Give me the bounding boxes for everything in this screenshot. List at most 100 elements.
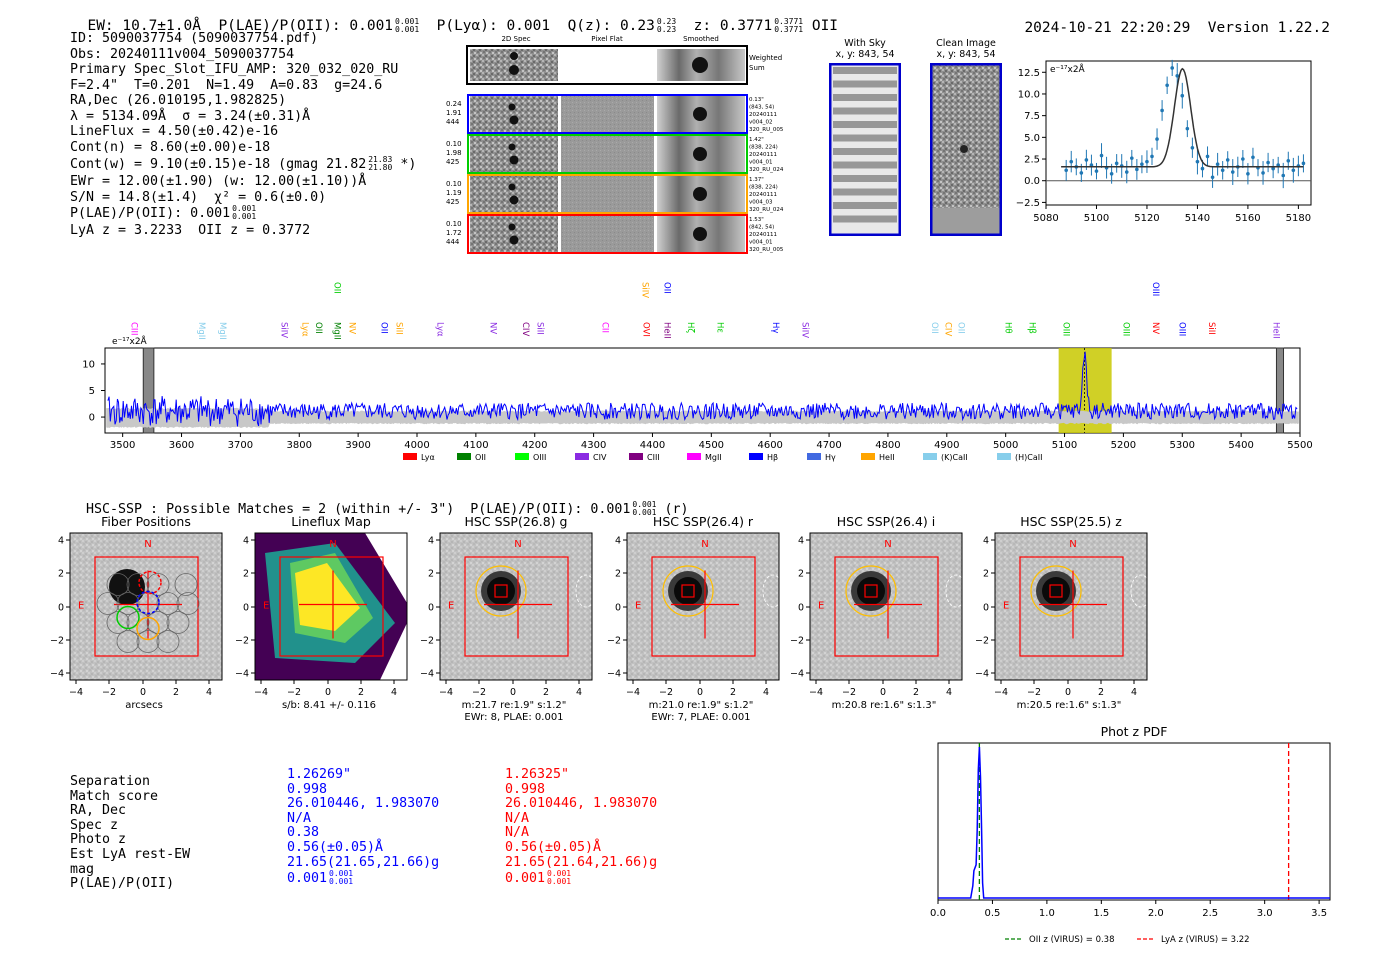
hsc-ytick-label: 2 [243, 569, 249, 580]
spectrum-xtick-label: 3500 [110, 440, 135, 451]
zoom-point [1135, 167, 1139, 172]
hsc-xtick-label: −2 [472, 687, 486, 698]
hsc-ytick-label: 2 [615, 569, 621, 580]
cutout-row-meta: (838, 224) [749, 185, 778, 191]
spectrum-line-label: SiIV [279, 322, 289, 338]
legend-label: HeII [879, 453, 895, 462]
zoom-xtick-label: 5120 [1134, 213, 1159, 224]
hsc-xtick-label: 0 [325, 687, 331, 698]
cutout-row-meta: v004_03 [749, 200, 773, 206]
legend-swatch [629, 453, 643, 460]
header-z: z: 0.3771 [693, 18, 773, 34]
info-primary: Primary Spec_Slot_IFU_AMP: 320_032_020_R… [70, 62, 399, 77]
info-lya: LyA z = 3.2233 OII z = 0.3772 [70, 223, 311, 238]
spectrum-xtick-label: 4300 [581, 440, 606, 451]
hsc-search-box [94, 556, 199, 657]
hsc-panel: HSC SSP(25.5) z N E −4 −2 0 2 4 4 2 0 −2 −4 m:20.5 re… [975, 514, 1152, 711]
spectrum-line-label: OII [313, 322, 323, 334]
zoom-unit-label: e⁻¹⁷x2Å [1050, 63, 1086, 75]
spectrum-line-label: MgII [196, 322, 206, 340]
spectrum-line-label: SiII [535, 322, 545, 335]
hsc-xtick-label: −4 [626, 687, 640, 698]
hsc-ytick-label: −4 [607, 669, 621, 680]
header-summary: EW: 10.7±1.0Å P(LAE)/P(OII): 0.001 0.001 0… [70, 2, 838, 35]
spectrum-xtick-label: 4800 [875, 440, 900, 451]
zoom-point [1210, 175, 1215, 180]
spectrum-line-label: Hζ [685, 322, 695, 333]
header-plae-range: 0.001 0.001 [395, 17, 420, 34]
hsc-ytick-label: −4 [50, 669, 64, 680]
hsc-north-label: N [1069, 539, 1076, 550]
zoom-xtick-label: 5100 [1084, 213, 1109, 224]
cutout-row-stat: 1.72 [446, 229, 462, 237]
hsc-search-box [1019, 556, 1124, 657]
legend-label: CIV [593, 453, 607, 462]
hsc-panel: HSC SSP(26.4) i N E −4 −2 0 2 4 4 2 0 −2 −4 m:20.8 re… [790, 514, 967, 711]
spectrum-line-label: SiII [1206, 322, 1216, 335]
spectrum-xtick-label: 5500 [1287, 440, 1312, 451]
legend-swatch [687, 453, 701, 460]
spectrum-line-label: Hγ [770, 322, 780, 333]
hsc-xtick-label: 2 [913, 687, 919, 698]
legend-swatch [515, 453, 529, 460]
hsc-xtick-label: 0 [880, 687, 886, 698]
spectrum-line-label: NV [346, 322, 356, 334]
hsc-north-label: N [144, 539, 151, 550]
info-obs: Obs: 20240111v004_5090037754 [70, 46, 295, 62]
hsc-panel-title: HSC SSP(26.4) i [837, 514, 935, 529]
photz-xtick-label: 1.0 [1039, 908, 1055, 919]
hsc-panel-caption: s/b: 8.41 +/- 0.116 [282, 700, 376, 711]
info-plae: P(LAE)/P(OII): 0.001 0.001 0.001 [70, 204, 257, 222]
info-contn: Cont(n) = 8.60(±0.00)e-18 [70, 139, 271, 155]
hsc-aperture-circle [845, 565, 897, 617]
photz-vlines [978, 743, 1290, 900]
hsc-ytick-label: 2 [58, 569, 64, 580]
hsc-xtick-label: 0 [1065, 687, 1071, 698]
photz-legend-label: OII z (VIRUS) = 0.38 [1029, 935, 1115, 945]
hsc-ytick-label: 2 [983, 569, 989, 580]
hsc-east-label: E [818, 601, 824, 612]
info-radec: RA,Dec (26.010195,1.982825) [70, 93, 287, 108]
zoom-ytick-label: 0.0 [1024, 176, 1040, 187]
spectrum-xtick-label: 5300 [1170, 440, 1195, 451]
legend-swatch [807, 453, 821, 460]
cutout-row-stat: 0.10 [446, 140, 462, 148]
spectrum-line-label: SiIV [800, 322, 810, 338]
hsc-xtick-label: 2 [543, 687, 549, 698]
hsc-north-label: N [884, 539, 891, 550]
spectrum-ytick-label: 0 [89, 413, 95, 424]
hsc-east-label: E [635, 601, 641, 612]
zoom-point [1170, 66, 1174, 70]
weighted-label-2: Sum [749, 64, 765, 72]
zoom-point [1195, 159, 1200, 164]
zoom-point [1205, 154, 1210, 159]
zoom-ytick-label: 12.5 [1018, 68, 1040, 79]
photz-legend: OII z (VIRUS) = 0.38 LyA z (VIRUS) = 3.22 [1005, 935, 1250, 945]
label-lya-ew: Est LyA rest-EW [70, 846, 191, 862]
photz-legend-label: LyA z (VIRUS) = 3.22 [1161, 935, 1250, 945]
hsc-xtick-label: 0 [140, 687, 146, 698]
hsc-ytick-label: −2 [607, 636, 621, 647]
zoom-point [1286, 158, 1291, 163]
zoom-point [1200, 166, 1205, 171]
cutout-row-stat: 0.10 [446, 180, 462, 188]
hsc-xtick-label: 2 [358, 687, 364, 698]
hsc-xtick-label: −2 [102, 687, 116, 698]
zoom-point [1246, 171, 1250, 176]
zoom-point [1241, 157, 1245, 161]
hsc-panel-caption: arcsecs [125, 700, 163, 711]
photz-xtick-label: 2.0 [1148, 908, 1164, 919]
spectrum-line-label: SiIV [640, 282, 650, 298]
hsc-ytick-label: −2 [420, 636, 434, 647]
zoom-point [1185, 126, 1190, 131]
hsc-xtick-label: 0 [510, 687, 516, 698]
spectrum-line-label: HeII [1271, 322, 1281, 339]
zoom-point [1160, 108, 1164, 113]
spectrum-line-labels: CIII MgII MgII SiIV Lyα OII OII MgII NV OII SiII Ly… [129, 282, 1281, 340]
spectrum-xaxis: 3500 3600 3700 3800 3900 4000 4100 4200 4300 4400… [110, 433, 1313, 451]
hsc-east-label: E [448, 601, 454, 612]
spectrum-xtick-label: 4900 [934, 440, 959, 451]
hsc-xtick-label: −4 [69, 687, 83, 698]
cutout-row-meta: v004_01 [749, 240, 773, 246]
